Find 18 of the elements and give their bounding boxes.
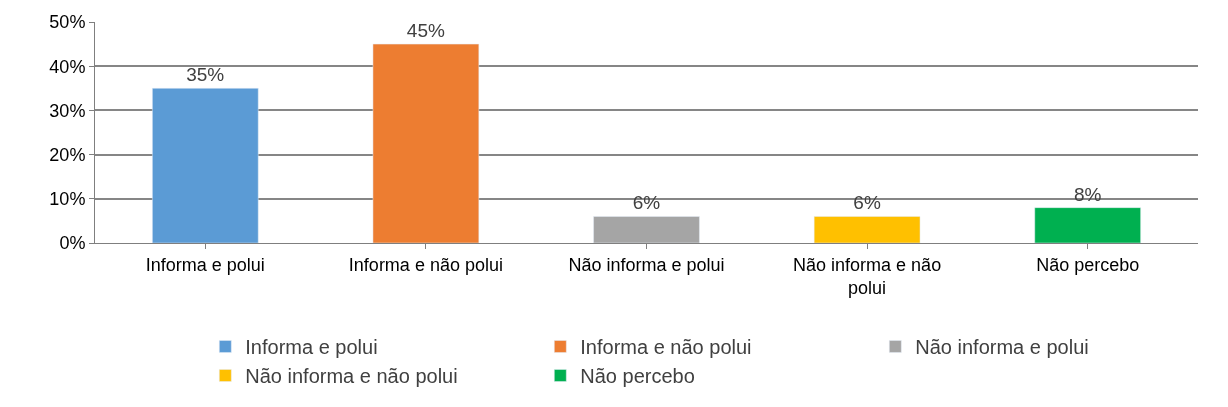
y-tick-label: 0% — [59, 233, 86, 254]
y-tick-label: 40% — [49, 56, 86, 77]
x-tick-label: Não informa e não polui — [793, 254, 942, 298]
x-tick-label: Informa e polui — [145, 254, 265, 275]
legend-label: Informa e não polui — [580, 336, 752, 359]
x-tick-label: Não percebo — [1036, 254, 1140, 275]
x-tick-label: Não informa e polui — [568, 254, 725, 275]
legend-label: Não percebo — [580, 365, 695, 388]
y-tick-label: 10% — [49, 189, 86, 210]
y-tick-label: 20% — [49, 144, 86, 165]
legend-label: Não informa e polui — [915, 336, 1089, 359]
data-label: 35% — [186, 64, 225, 86]
y-tick-label: 50% — [49, 12, 86, 33]
y-tick-label: 30% — [49, 100, 86, 121]
data-label: 45% — [406, 20, 445, 42]
legend-label: Não informa e não polui — [245, 365, 458, 388]
legend-label: Informa e polui — [245, 336, 378, 359]
x-tick-label: Informa e não polui — [348, 254, 503, 275]
